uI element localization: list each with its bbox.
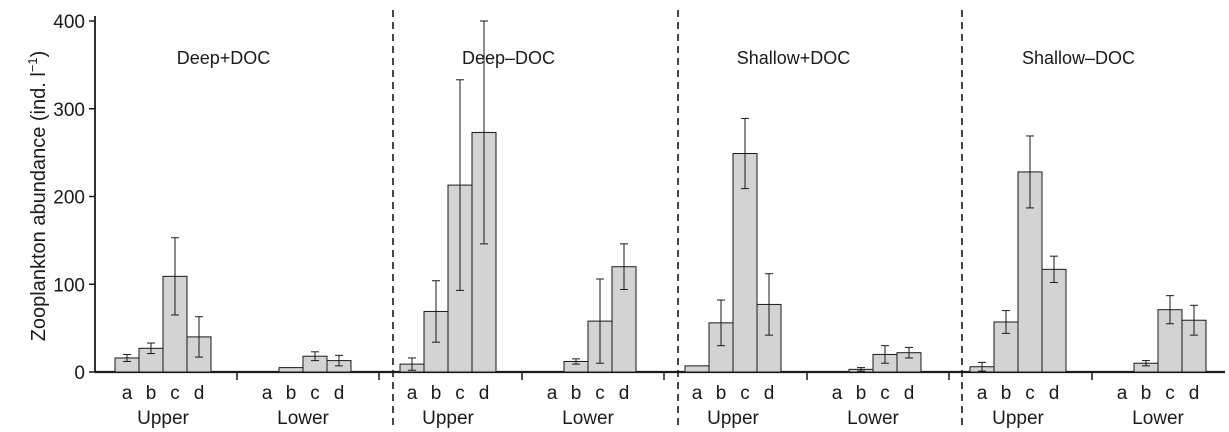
y-axis-label-main: Zooplankton abundance (ind. l [28, 72, 50, 341]
category-label: c [170, 383, 180, 404]
category-label: d [904, 383, 915, 404]
bar [684, 365, 710, 373]
category-label: c [740, 383, 750, 404]
group-label: Upper [992, 408, 1044, 429]
category-label: a [977, 383, 988, 404]
y-axis-label-close: ) [28, 51, 50, 58]
category-label: b [1001, 383, 1012, 404]
category-label: c [310, 383, 320, 404]
category-label: b [856, 383, 867, 404]
group-label: Upper [707, 408, 759, 429]
y-tick-label: 100 [53, 275, 85, 296]
group-label: Upper [137, 408, 189, 429]
category-label: b [146, 383, 157, 404]
y-axis-label: Zooplankton abundance (ind. l−1) [25, 51, 50, 342]
category-label: d [619, 383, 630, 404]
category-label: a [547, 383, 558, 404]
panel-title: Deep+DOC [177, 48, 271, 68]
category-label: d [334, 383, 345, 404]
category-label: a [692, 383, 703, 404]
category-label: b [716, 383, 727, 404]
category-label: c [595, 383, 605, 404]
group-label: Lower [562, 408, 614, 429]
bar [278, 367, 304, 373]
y-tick-label: 200 [53, 188, 85, 209]
panel-title: Deep–DOC [462, 48, 555, 68]
category-label: d [1189, 383, 1200, 404]
category-label: a [1117, 383, 1128, 404]
category-label: d [764, 383, 775, 404]
category-label: d [479, 383, 490, 404]
bar [1041, 268, 1067, 373]
category-label: a [832, 383, 843, 404]
y-tick-label: 300 [53, 100, 85, 121]
group-label: Lower [277, 408, 329, 429]
group-label: Upper [422, 408, 474, 429]
category-label: c [1025, 383, 1035, 404]
bar [993, 321, 1019, 373]
category-label: d [194, 383, 205, 404]
panel-title: Shallow+DOC [737, 48, 851, 68]
category-label: b [431, 383, 442, 404]
bars [114, 20, 1207, 373]
category-label: b [286, 383, 297, 404]
category-label: d [1049, 383, 1060, 404]
group-label: Lower [847, 408, 899, 429]
category-label: a [122, 383, 133, 404]
y-axis-label-text: Zooplankton abundance (ind. l−1) [25, 51, 50, 342]
category-label: b [571, 383, 582, 404]
category-label: a [407, 383, 418, 404]
category-label: c [455, 383, 465, 404]
category-label: b [1141, 383, 1152, 404]
category-label: c [880, 383, 890, 404]
y-tick-label: 0 [74, 363, 85, 384]
group-label: Lower [1132, 408, 1184, 429]
panel-title: Shallow–DOC [1022, 48, 1135, 68]
y-tick-label: 400 [53, 12, 85, 33]
y-axis-label-superscript: −1 [25, 57, 40, 72]
category-label: a [262, 383, 273, 404]
category-label: c [1165, 383, 1175, 404]
